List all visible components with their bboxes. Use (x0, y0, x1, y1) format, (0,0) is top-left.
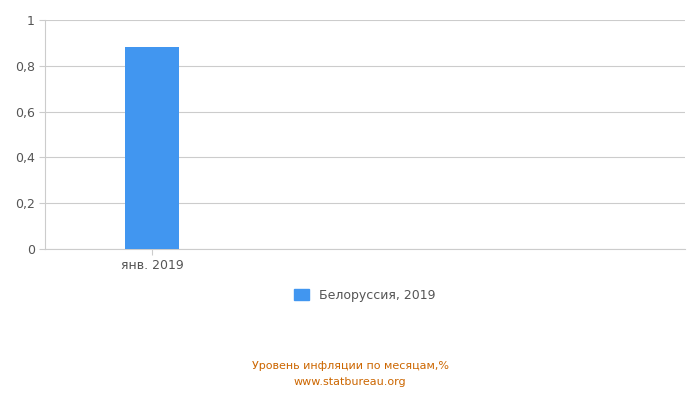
Bar (125, 48, 178, 249)
Text: www.statbureau.org: www.statbureau.org (294, 377, 406, 387)
Text: Уровень инфляции по месяцам,%: Уровень инфляции по месяцам,% (251, 361, 449, 371)
Legend: Белоруссия, 2019: Белоруссия, 2019 (290, 284, 441, 307)
